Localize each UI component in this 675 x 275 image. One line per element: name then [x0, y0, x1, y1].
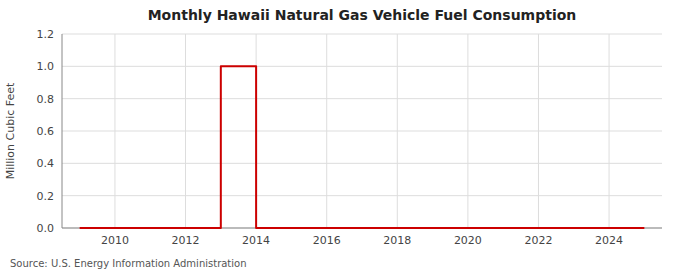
x-grid-line [538, 34, 539, 228]
y-axis-label: Million Cubic Feet [4, 82, 17, 179]
x-grid-line [609, 34, 610, 228]
x-tick-label: 2016 [313, 234, 341, 247]
x-grid-line [397, 34, 398, 228]
x-grid-line [467, 34, 468, 228]
source-note: Source: U.S. Energy Information Administ… [10, 258, 247, 269]
y-tick-label: 1.0 [37, 60, 55, 73]
y-grid-line [62, 66, 662, 67]
x-tick-label: 2012 [172, 234, 200, 247]
grid [62, 34, 662, 228]
title: Monthly Hawaii Natural Gas Vehicle Fuel … [148, 7, 577, 23]
y-tick-label: 0.4 [37, 157, 55, 170]
x-tick-label: 2010 [101, 234, 129, 247]
y-grid-line [62, 98, 662, 99]
x-tick-label: 2014 [242, 234, 270, 247]
x-tick-label: 2020 [454, 234, 482, 247]
y-grid-line [62, 131, 662, 132]
axes: 0.0 0.2 0.4 0.6 0.8 1.0 1.2 2010 2012 2014 2016 201… [37, 28, 663, 247]
x-grid-line [326, 34, 327, 228]
x-tick-label: 2022 [524, 234, 552, 247]
data-line [80, 66, 645, 228]
y-grid-line [62, 195, 662, 196]
y-tick-label: 0.8 [37, 93, 55, 106]
x-tick-label: 2018 [383, 234, 411, 247]
y-axis-line [62, 34, 63, 228]
y-tick-label: 0.2 [37, 190, 55, 203]
y-tick-label: 0.0 [37, 222, 55, 235]
y-tick-label: 0.6 [37, 125, 55, 138]
x-grid-line [185, 34, 186, 228]
y-grid-line [62, 163, 662, 164]
chart: 0.0 0.2 0.4 0.6 0.8 1.0 1.2 2010 2012 2014 2016 201… [0, 0, 675, 275]
y-tick-label: 1.2 [37, 28, 55, 41]
y-grid-line [62, 34, 662, 35]
x-grid-line [114, 34, 115, 228]
x-tick-label: 2024 [595, 234, 623, 247]
plot-area [80, 66, 645, 228]
